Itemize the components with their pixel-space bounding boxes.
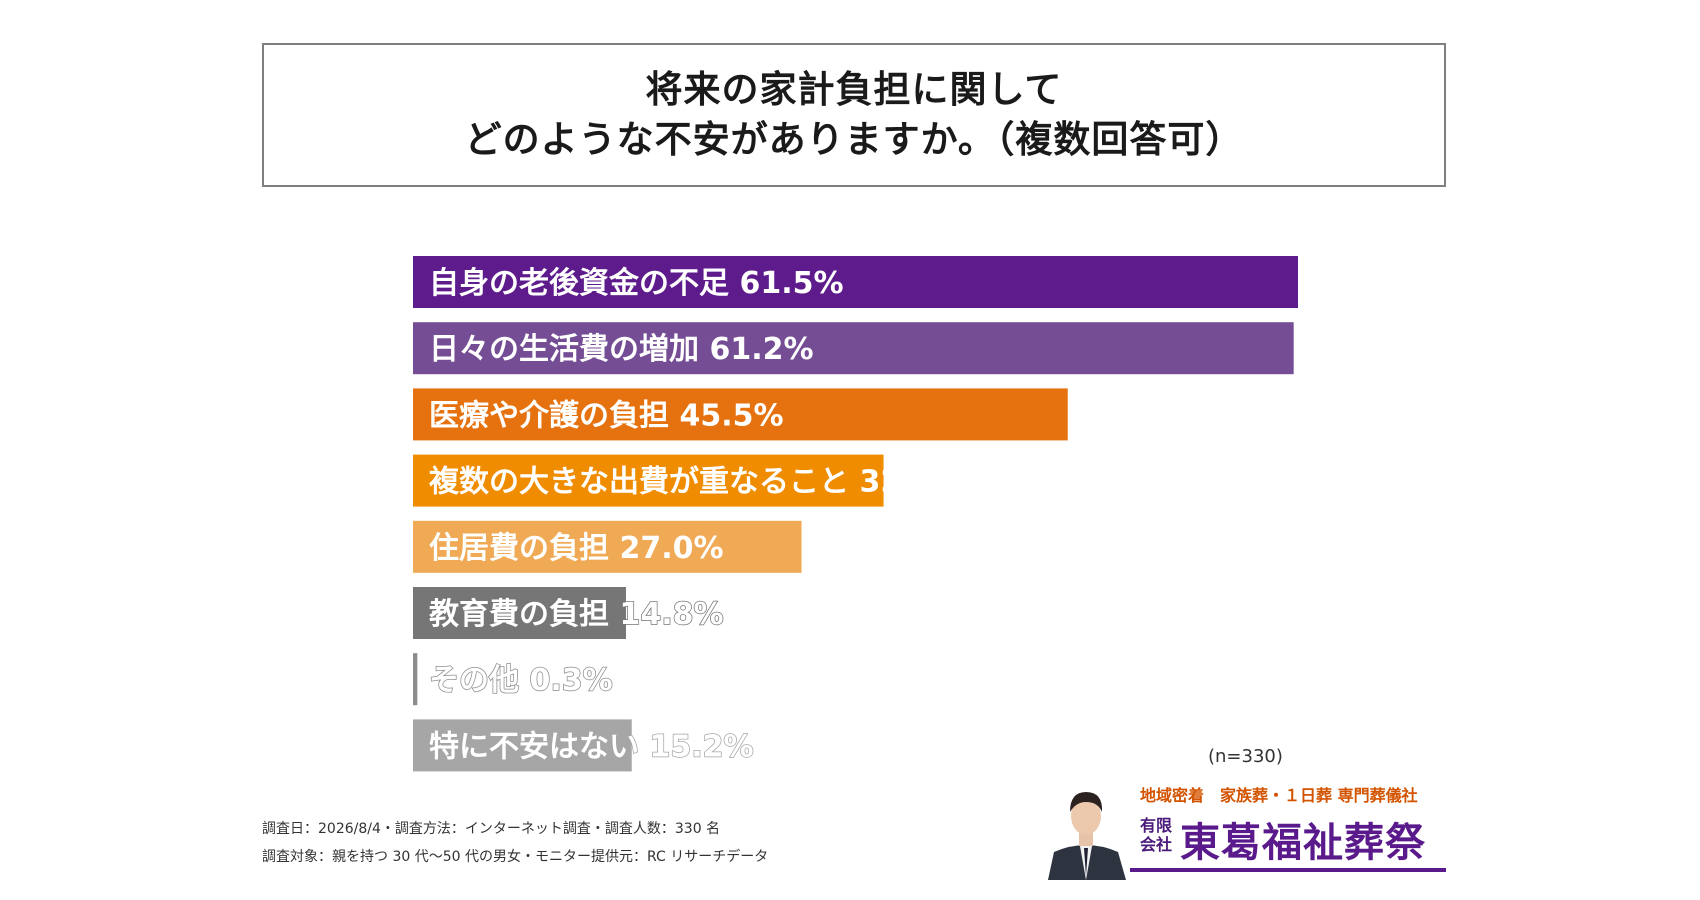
company-tagline: 地域密着 家族葬・１日葬 専門葬儀社 [1140,786,1418,805]
value-label-5: 14.8% [609,597,724,632]
logo-underline [1130,868,1446,872]
bar-1 [413,322,1294,375]
value-label-6: 0.3% [519,663,613,698]
bar-label-5: 教育費の負担 14.8% [429,597,724,632]
company-logo: 地域密着 家族葬・１日葬 専門葬儀社 有限会社 東葛福祉葬祭 [1040,780,1446,880]
category-label-0: 自身の老後資金の不足 [429,266,729,301]
bar-3 [413,454,884,507]
bar-6 [413,653,418,706]
bar-label-2: 医療や介護の負担 45.5% [429,398,784,433]
footnote-survey-target: 調査対象：親を持つ 30 代〜50 代の男女・モニター提供元：RC リサーチデー… [262,849,769,865]
footnote-survey-info: 調査日：2026/8/4・調査方法：インターネット調査・調査人数：330 名 [262,821,721,837]
bar-label-1: 日々の生活費の増加 61.2% [429,332,814,367]
company-name: 東葛福祉葬祭 [1180,819,1426,866]
person-photo-icon [1040,780,1132,880]
value-label-7: 15.2% [639,729,754,764]
value-label-4: 27.0% [609,531,724,566]
bar-label-6: その他 0.3% [429,663,613,698]
category-label-6: その他 [429,663,519,698]
bar-4 [413,520,802,573]
value-label-2: 45.5% [669,398,784,433]
value-label-3: 32.7% [849,465,964,500]
bar-label-3: 複数の大きな出費が重なること 32.7% [429,465,964,500]
bar-label-7: 特に不安はない 15.2% [429,729,754,764]
bar-label-4: 住居費の負担 27.0% [429,531,724,566]
sample-size-label: (n=330) [1208,746,1283,767]
bar-0 [413,256,1298,308]
category-label-3: 複数の大きな出費が重なること [429,465,849,500]
category-label-2: 医療や介護の負担 [429,398,669,433]
title-box: 将来の家計負担に関して どのような不安がありますか。（複数回答可） [262,43,1446,187]
category-label-7: 特に不安はない [429,729,639,764]
bar-label-0: 自身の老後資金の不足 61.5% [429,266,844,301]
value-label-1: 61.2% [699,332,814,367]
chart-title-line1: 将来の家計負担に関して [645,68,1063,111]
category-label-4: 住居費の負担 [429,531,609,566]
company-type: 有限会社 [1140,816,1173,854]
bar-7 [413,719,632,772]
chart-title-line2: どのような不安がありますか。（複数回答可） [464,118,1244,161]
bar-5 [413,587,626,639]
category-label-1: 日々の生活費の増加 [429,332,699,367]
category-label-5: 教育費の負担 [429,597,609,632]
value-label-0: 61.5% [729,266,844,301]
bar-2 [413,388,1068,441]
